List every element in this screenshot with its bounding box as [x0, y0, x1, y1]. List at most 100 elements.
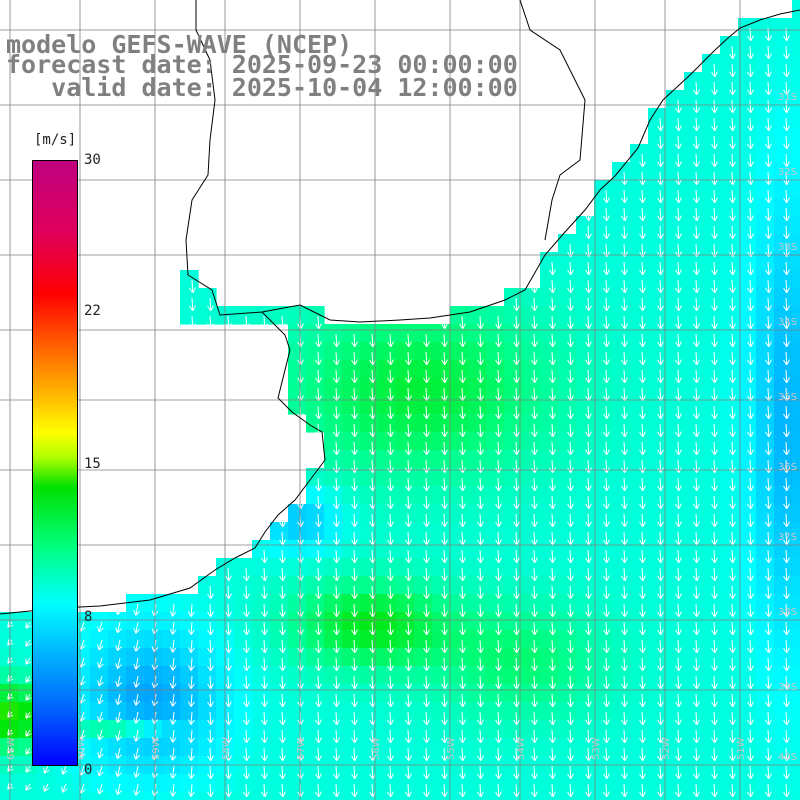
wind-arrow: [243, 639, 250, 654]
wind-cell: [684, 360, 703, 379]
wind-cell: [576, 594, 595, 613]
wind-cell: [162, 738, 181, 757]
wind-cell: [792, 270, 800, 289]
wind-cell: [666, 360, 685, 379]
wind-arrow: [693, 693, 700, 708]
wind-arrow: [729, 603, 736, 618]
wind-cell: [504, 360, 523, 379]
wind-arrow: [783, 441, 790, 456]
wind-cell: [378, 630, 397, 649]
wind-cell: [756, 54, 775, 73]
wind-cell: [738, 108, 757, 127]
wind-cell: [792, 288, 800, 307]
wind-arrow: [477, 351, 484, 366]
wind-cell: [576, 378, 595, 397]
wind-cell: [468, 612, 487, 631]
wind-arrow: [765, 711, 772, 726]
wind-cell: [468, 594, 487, 613]
wind-cell: [594, 792, 613, 800]
wind-cell: [774, 360, 793, 379]
wind-arrow: [261, 567, 268, 582]
wind-arrow: [657, 783, 664, 798]
wind-arrow: [97, 783, 104, 795]
wind-arrow: [783, 45, 790, 60]
wind-cell: [792, 216, 800, 235]
wind-cell: [738, 630, 757, 649]
wind-cell: [756, 198, 775, 217]
wind-arrow: [423, 675, 430, 690]
lat-label: 31S: [778, 92, 797, 103]
wind-cell: [180, 612, 199, 631]
wind-cell: [378, 378, 397, 397]
wind-cell: [540, 360, 559, 379]
wind-cell: [576, 414, 595, 433]
wind-arrow: [621, 225, 628, 240]
wind-arrow: [621, 639, 628, 654]
wind-arrow: [531, 549, 538, 564]
wind-cell: [792, 702, 800, 721]
wind-arrow: [729, 189, 736, 204]
wind-arrow: [747, 63, 754, 78]
wind-cell: [432, 666, 451, 685]
wind-cell: [756, 684, 775, 703]
wind-arrow: [459, 729, 466, 744]
wind-cell: [648, 576, 667, 595]
wind-arrow: [133, 693, 141, 706]
wind-cell: [720, 108, 739, 127]
wind-arrow: [729, 207, 736, 222]
wind-cell: [684, 702, 703, 721]
wind-arrow: [97, 765, 104, 777]
wind-cell: [504, 432, 523, 451]
wind-arrow: [441, 333, 448, 348]
wind-cell: [702, 648, 721, 667]
wind-cell: [684, 522, 703, 541]
wind-cell: [666, 666, 685, 685]
wind-cell: [486, 720, 505, 739]
wind-arrow: [693, 495, 700, 510]
valid-date: valid date: 2025-10-04 12:00:00: [6, 73, 518, 102]
wind-arrow: [783, 171, 790, 186]
wind-arrow: [729, 369, 736, 384]
wind-arrow: [531, 711, 538, 726]
wind-arrow: [657, 567, 664, 582]
lat-label: 40S: [778, 752, 797, 763]
wind-arrow: [567, 477, 574, 492]
wind-arrow: [675, 153, 682, 168]
wind-cell: [684, 324, 703, 343]
wind-arrow: [351, 675, 358, 690]
wind-arrow: [603, 225, 610, 240]
wind-cell: [666, 630, 685, 649]
wind-cell: [720, 702, 739, 721]
wind-arrow: [657, 153, 664, 168]
wind-arrow: [729, 693, 736, 708]
wind-arrow: [333, 441, 340, 456]
wind-cell: [270, 720, 289, 739]
wind-arrow: [133, 765, 141, 778]
wind-arrow: [441, 441, 448, 456]
wind-cell: [648, 684, 667, 703]
wind-cell: [792, 342, 800, 361]
wind-arrow: [585, 549, 592, 564]
wind-cell: [252, 594, 271, 613]
wind-arrow: [693, 747, 700, 762]
wind-arrow: [711, 621, 718, 636]
wind-cell: [504, 594, 523, 613]
wind-cell: [558, 486, 577, 505]
wind-arrow: [585, 783, 592, 798]
wind-cell: [414, 486, 433, 505]
wind-cell: [576, 504, 595, 523]
wind-cell: [576, 324, 595, 343]
wind-arrow: [133, 621, 141, 634]
wind-arrow: [477, 333, 484, 348]
wind-arrow: [495, 549, 502, 564]
wind-arrow: [207, 297, 214, 312]
wind-arrow: [675, 333, 682, 348]
wind-arrow: [603, 279, 610, 294]
wind-cell: [270, 522, 289, 541]
wind-arrow: [585, 315, 592, 330]
wind-cell: [720, 342, 739, 361]
wind-arrow: [639, 747, 646, 762]
wind-cell: [684, 216, 703, 235]
wind-arrow: [693, 117, 700, 132]
